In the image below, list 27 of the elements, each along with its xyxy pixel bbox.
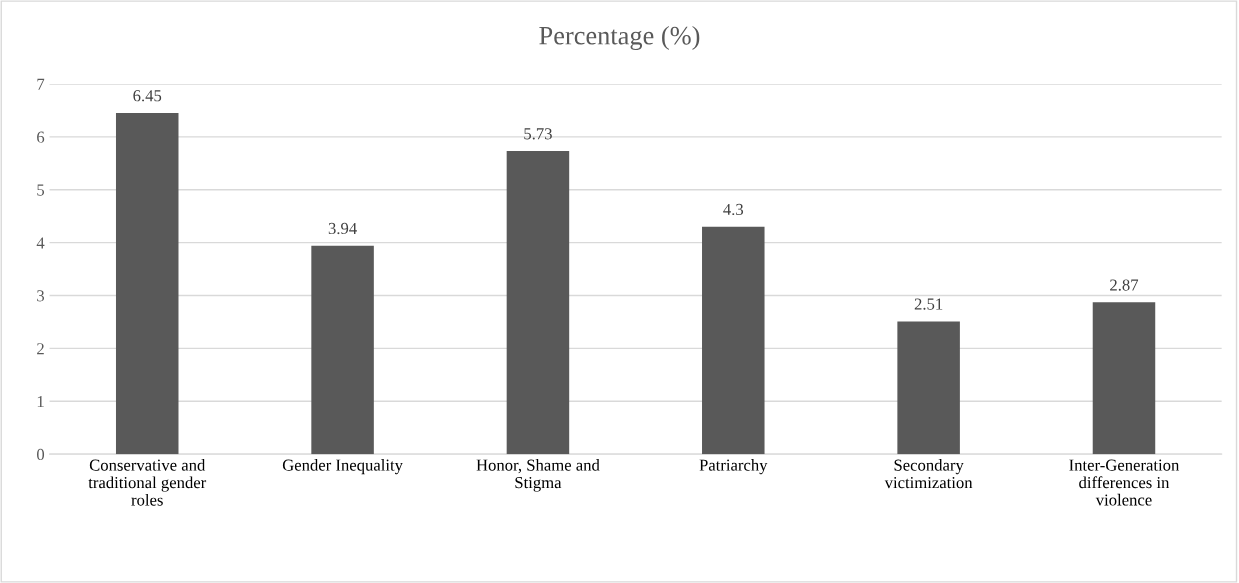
data-label: 6.45 [133,90,162,102]
y-tick-label: 5 [37,184,45,196]
data-label: 4.3 [723,203,744,216]
y-tick-label: 3 [37,290,45,302]
bar [702,226,765,455]
bar [115,113,179,455]
y-tick-label: 2 [37,343,44,355]
bar [897,321,960,455]
y-tick-label: 7 [37,78,45,90]
x-tick-label: Inter-Generation differences in violence [1069,459,1180,506]
x-tick-label: Secondary victimization [884,459,973,489]
data-label: 5.73 [524,128,552,140]
bar [311,245,374,455]
y-tick-label: 6 [37,131,45,143]
x-tick-label: Conservative and traditional gender roles [88,459,207,506]
y-tick-label: 0 [37,448,45,461]
x-tick-label: Honor, Shame and Stigma [476,459,600,492]
data-label: 2.51 [914,298,943,310]
bar [506,151,570,455]
x-tick-label: Gender Inequality [282,459,403,475]
chart-title: Percentage (%) [539,26,700,50]
y-tick-label: 1 [37,396,44,408]
data-label: 3.94 [328,222,357,235]
y-tick-label: 4 [36,237,45,249]
data-label: 2.87 [1110,279,1139,291]
bar [1092,302,1156,455]
x-tick-label: Patriarchy [699,459,768,475]
